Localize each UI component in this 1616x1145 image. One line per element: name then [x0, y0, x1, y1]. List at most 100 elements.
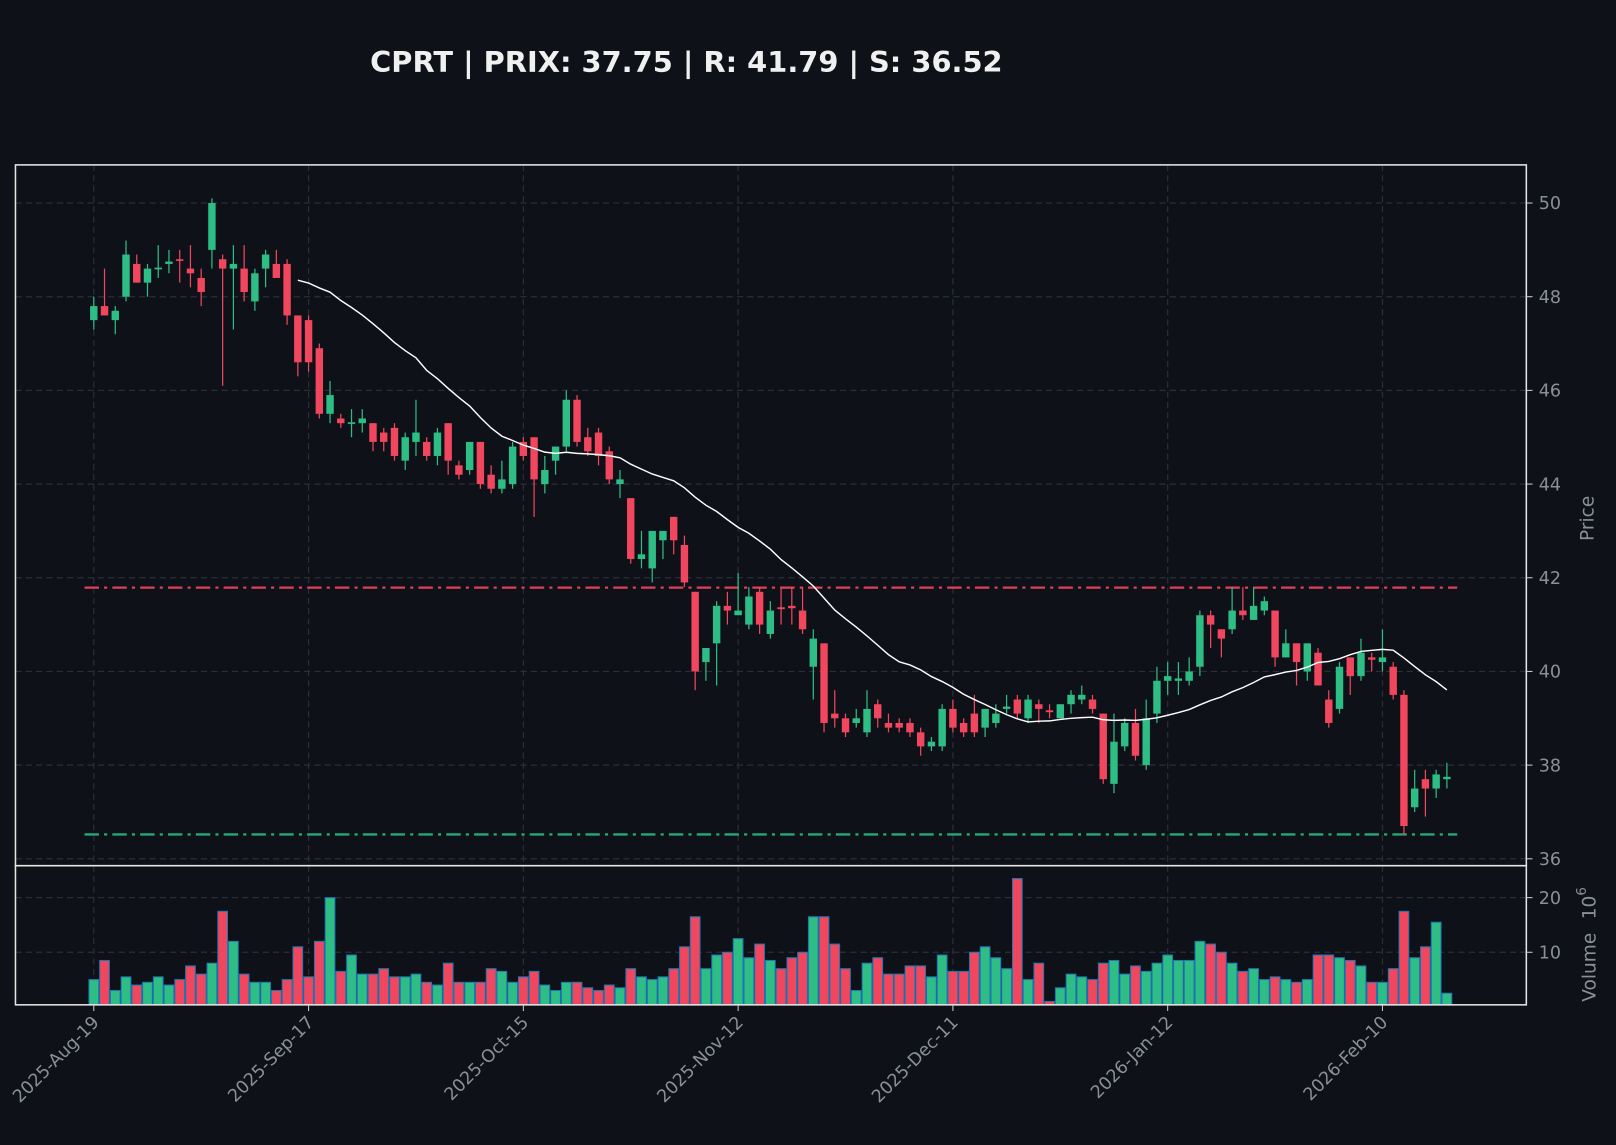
candle-body	[831, 713, 839, 719]
candle-body	[1163, 676, 1172, 681]
volume-bar	[797, 951, 808, 1006]
candle	[1400, 690, 1408, 836]
volume-bar	[281, 979, 293, 1006]
candle-body	[315, 348, 324, 414]
candle-body	[798, 610, 807, 630]
candle	[1378, 629, 1387, 672]
volume-bar	[367, 973, 379, 1006]
candle	[949, 699, 957, 733]
candle	[1368, 652, 1376, 672]
volume-bar	[936, 954, 948, 1006]
price-tick-label: 42	[1539, 569, 1561, 589]
candle-body	[927, 741, 936, 747]
candle-body	[326, 395, 334, 414]
candle	[938, 704, 946, 752]
volume-exponent-base: 10	[1579, 896, 1600, 920]
candle-body	[616, 479, 624, 485]
volume-bar	[1001, 968, 1012, 1006]
candle	[1078, 685, 1086, 705]
candle-body	[562, 399, 571, 447]
candle	[874, 699, 882, 728]
volume-bar	[807, 916, 819, 1006]
candle	[519, 437, 528, 461]
volume-bar	[636, 976, 647, 1006]
candle	[959, 718, 968, 738]
candle-body	[390, 427, 399, 456]
candle-body	[455, 465, 463, 475]
volume-bar	[1022, 979, 1034, 1006]
candle	[584, 427, 592, 456]
candle	[562, 390, 571, 452]
volume-bar	[303, 976, 314, 1006]
candle	[895, 718, 903, 733]
volume-bar	[217, 910, 229, 1006]
candle-body	[992, 713, 1000, 723]
volume-tick-label: 20	[1539, 889, 1561, 909]
candle	[1249, 587, 1258, 620]
candle	[1099, 713, 1107, 784]
candle-body	[1174, 678, 1183, 681]
candle	[133, 254, 141, 283]
candle-body	[788, 605, 796, 609]
volume-bar	[88, 979, 100, 1006]
candle-body	[294, 315, 302, 363]
candle	[304, 315, 313, 372]
candle-body	[605, 451, 613, 480]
candle-body	[272, 263, 281, 278]
candle	[1443, 762, 1451, 789]
price-tick-label: 44	[1539, 475, 1561, 495]
candle-body	[702, 648, 710, 663]
candle-body	[637, 554, 646, 560]
candle	[465, 441, 474, 475]
candle-body	[863, 708, 871, 733]
candle-body	[981, 708, 989, 728]
volume-bar	[625, 968, 637, 1006]
candle-body	[659, 530, 667, 541]
candle-body	[186, 268, 195, 274]
candle	[1131, 708, 1140, 761]
volume-bar	[872, 957, 884, 1006]
volume-bar	[603, 984, 615, 1006]
candle-body	[240, 268, 248, 293]
candle	[573, 395, 581, 447]
candle-body	[1088, 699, 1097, 709]
candle-body	[433, 432, 442, 456]
candle	[111, 306, 119, 335]
candle-body	[1292, 643, 1301, 663]
volume-bar	[163, 984, 175, 1006]
volume-bar	[560, 981, 572, 1006]
volume-bar	[958, 970, 970, 1006]
candle	[755, 587, 764, 634]
candle	[1142, 699, 1150, 770]
candle	[1410, 769, 1419, 812]
volume-bar	[700, 968, 712, 1006]
candle	[594, 427, 603, 466]
volume-bar	[926, 976, 937, 1006]
candle-body	[1314, 652, 1322, 686]
candle-body	[1067, 694, 1075, 705]
volume-bar	[969, 951, 980, 1006]
candle-body	[648, 530, 656, 569]
volume-bar	[711, 954, 723, 1006]
volume-bar	[861, 962, 873, 1006]
volume-bar	[657, 976, 669, 1006]
candle-body	[165, 261, 173, 264]
candle-body	[1260, 601, 1269, 611]
volume-bar	[1248, 968, 1259, 1006]
candle-body	[111, 310, 119, 321]
candle-body	[1013, 699, 1022, 714]
candle	[498, 460, 506, 494]
candle	[1282, 629, 1290, 658]
candle	[272, 249, 281, 278]
volume-bar	[722, 951, 733, 1006]
candle-body	[1045, 710, 1054, 713]
candle	[884, 713, 893, 733]
candle-body	[712, 605, 721, 644]
candle	[1303, 643, 1311, 681]
candle-body	[584, 437, 592, 452]
candle-body	[487, 474, 495, 489]
candle	[820, 643, 828, 733]
candle	[712, 601, 721, 686]
candle-body	[1035, 704, 1043, 709]
candle	[412, 399, 420, 456]
